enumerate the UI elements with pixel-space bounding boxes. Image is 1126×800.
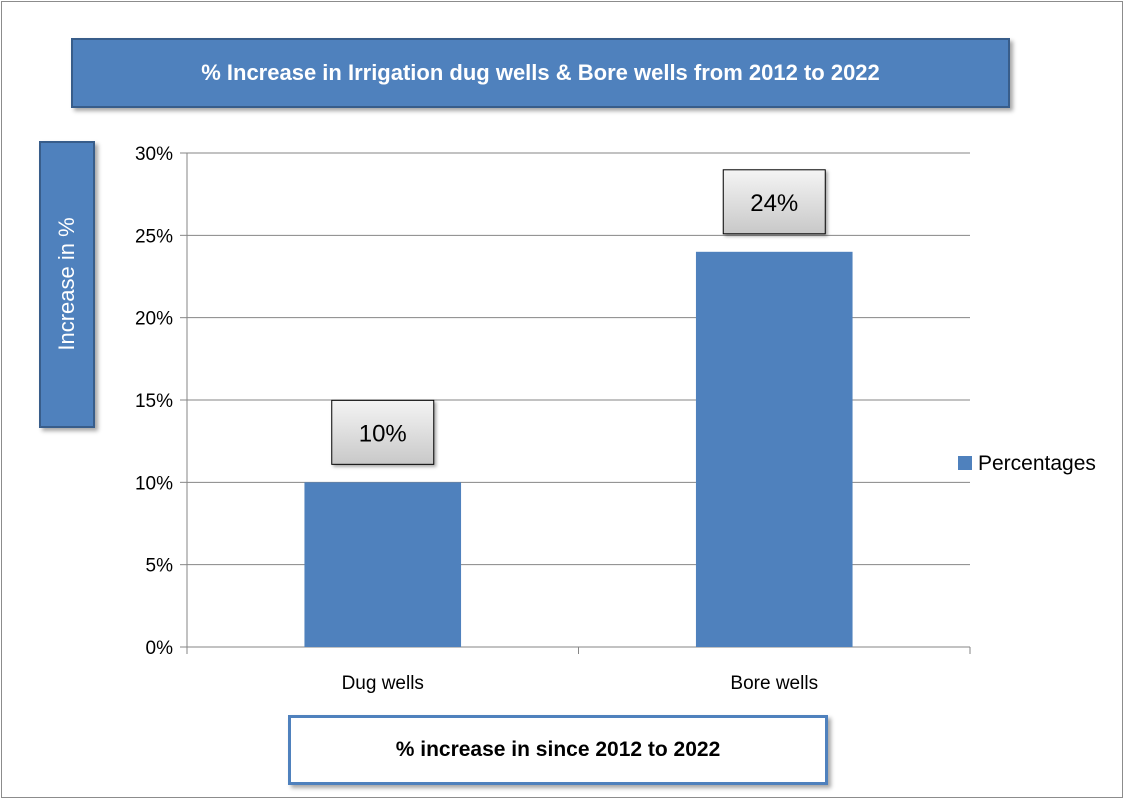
data-label: 24% <box>750 190 798 217</box>
y-tick-label: 5% <box>146 556 174 577</box>
chart-title: % Increase in Irrigation dug wells & Bor… <box>201 60 880 85</box>
x-tick-label: Dug wells <box>342 673 424 694</box>
y-tick-label: 10% <box>135 473 173 494</box>
chart-title-box: % Increase in Irrigation dug wells & Bor… <box>71 38 1010 108</box>
data-label: 10% <box>359 420 407 447</box>
y-axis-label-box <box>39 141 95 428</box>
bar <box>304 482 462 647</box>
legend-label: Percentages <box>978 452 1096 475</box>
y-tick-label: 20% <box>135 309 173 330</box>
data-label-box <box>722 169 826 235</box>
y-tick-label: 25% <box>135 226 173 247</box>
y-tick-label: 0% <box>146 638 174 659</box>
x-axis-label-box: % increase in since 2012 to 2022 <box>288 715 828 785</box>
y-tick-label: 15% <box>135 391 173 412</box>
x-tick-label: Bore wells <box>730 673 818 694</box>
x-axis-label: % increase in since 2012 to 2022 <box>395 738 721 761</box>
bar <box>695 251 853 648</box>
y-tick-label: 30% <box>135 144 173 165</box>
legend-swatch <box>958 456 972 470</box>
data-label-box <box>331 399 435 465</box>
